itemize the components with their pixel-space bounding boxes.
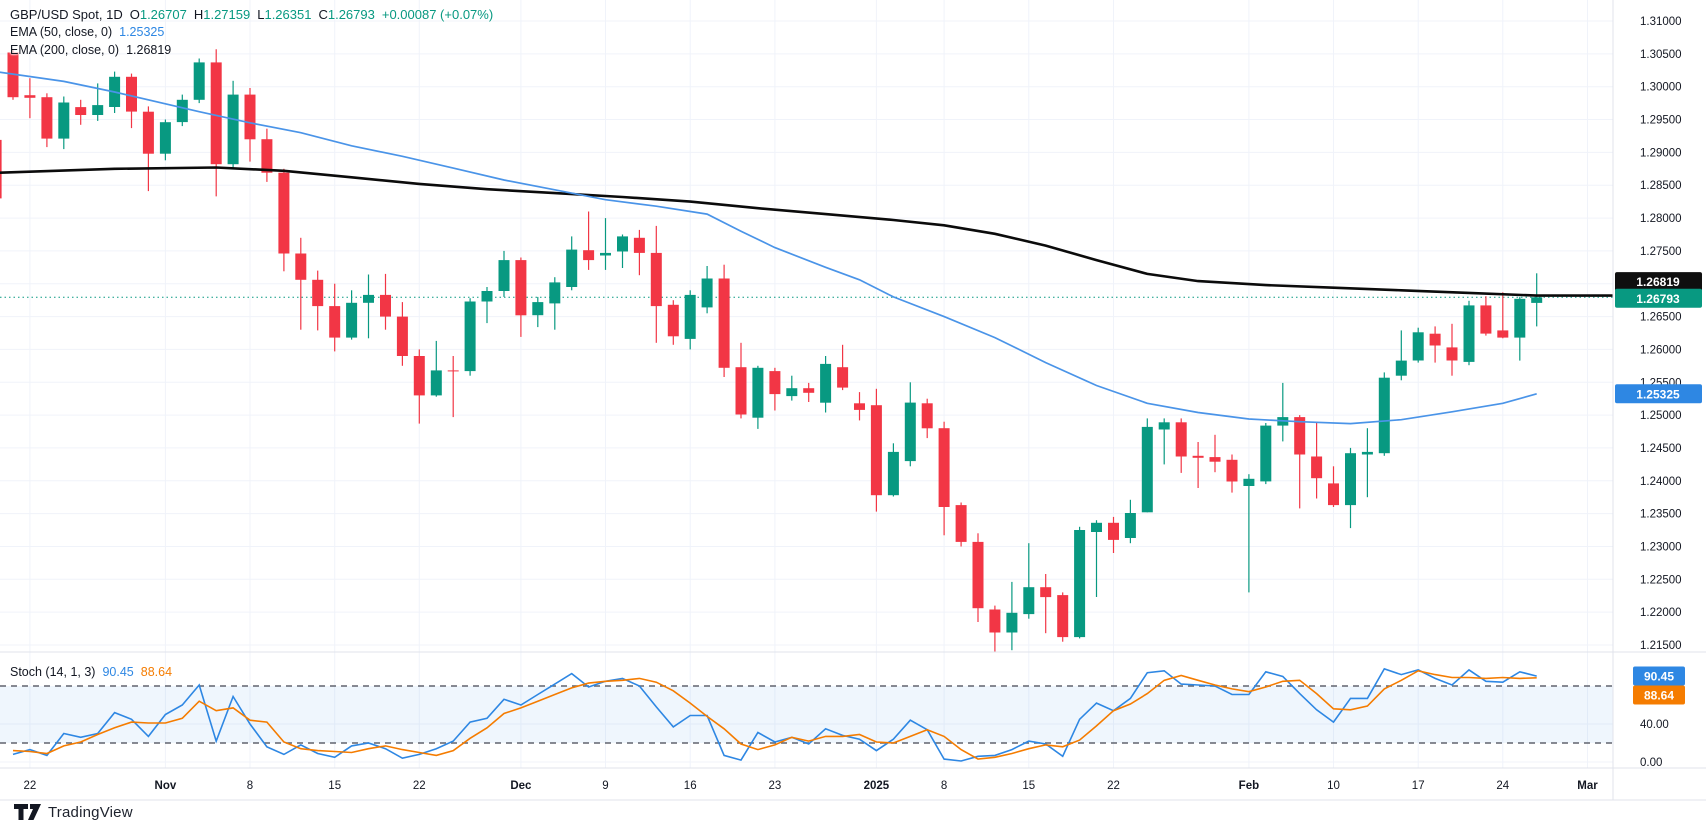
time-axis-label: 22 <box>413 780 426 792</box>
symbol-legend-row[interactable]: GBP/USD Spot, 1D O 1.26707 H 1.27159 L 1.26… <box>10 7 493 22</box>
ema200-line <box>0 166 1613 297</box>
tradingview-logo[interactable]: TradingView <box>14 803 133 821</box>
price-axis-label: 1.22500 <box>1640 574 1682 586</box>
price-axis-label: 1.23000 <box>1640 542 1682 554</box>
price-axis-label: 1.26000 <box>1640 344 1682 356</box>
ema50-value: 1.25325 <box>119 25 165 39</box>
price-axis-label: 1.31000 <box>1640 16 1682 28</box>
ema50-line <box>0 71 1537 425</box>
stoch-d-value: 88.64 <box>140 665 173 679</box>
ohlc-low-label: L <box>257 7 265 22</box>
stoch-label[interactable]: Stoch (14, 1, 3) <box>10 665 96 679</box>
time-axis-label: 16 <box>684 780 697 792</box>
stoch-axis-label: 0.00 <box>1640 757 1662 769</box>
time-axis-label: 22 <box>24 780 37 792</box>
price-badge: 1.25325 <box>1636 387 1680 401</box>
ema200-legend-row[interactable]: EMA (200, close, 0) 1.26819 <box>10 43 171 57</box>
ema200-label[interactable]: EMA (200, close, 0) <box>10 43 120 57</box>
price-axis-label: 1.29500 <box>1640 115 1682 127</box>
stoch-lines <box>12 667 1537 762</box>
time-axis-label: Nov <box>155 780 177 792</box>
price-axis-label: 1.30500 <box>1640 49 1682 61</box>
price-badge: 1.26793 <box>1636 292 1680 306</box>
symbol-title[interactable]: GBP/USD Spot, 1D <box>10 7 123 22</box>
time-axis-label: 15 <box>1022 780 1035 792</box>
stoch-legend-row[interactable]: Stoch (14, 1, 3) 90.45 88.64 <box>10 665 172 679</box>
price-axis-label: 1.29000 <box>1640 147 1682 159</box>
time-axis-label: 10 <box>1327 780 1340 792</box>
tradingview-logo-text: TradingView <box>48 803 133 821</box>
time-axis-label: 24 <box>1496 780 1509 792</box>
price-axis-label: 1.28000 <box>1640 213 1682 225</box>
stoch-badge: 90.45 <box>1644 670 1674 684</box>
price-badge: 1.26819 <box>1636 275 1680 289</box>
price-axis-label: 1.21500 <box>1640 640 1682 652</box>
price-axis-label: 1.28500 <box>1640 180 1682 192</box>
time-axis-label: 23 <box>769 780 782 792</box>
price-axis[interactable]: 1.31000 1.30500 1.30000 1.29500 1.29000 1.285… <box>1640 16 1682 769</box>
price-axis-label: 1.27500 <box>1640 246 1682 258</box>
grid-layer <box>0 0 1613 768</box>
time-axis[interactable]: 22 Nov 8 15 22 Dec 9 16 23 2025 8 15 22 Feb 10 17 24 Mar <box>24 780 1599 792</box>
time-axis-label: Dec <box>510 780 532 792</box>
ohlc-high-label: H <box>193 7 204 22</box>
stoch-band <box>0 685 1613 744</box>
axis-badges: 1.26819 1.26793 1.25325 90.45 88.64 <box>1615 272 1702 705</box>
time-axis-label: 8 <box>941 780 947 792</box>
ema200-value: 1.26819 <box>126 43 172 57</box>
change-value: +0.00087 (+0.07%) <box>381 7 494 22</box>
tradingview-logo-icon <box>14 804 41 820</box>
price-axis-label: 1.24000 <box>1640 476 1682 488</box>
time-axis-label: 2025 <box>864 780 890 792</box>
time-axis-label: Mar <box>1577 780 1598 792</box>
price-axis-label: 1.24500 <box>1640 443 1682 455</box>
ohlc-high-value: 1.27159 <box>203 7 251 22</box>
stoch-axis-label: 40.00 <box>1640 719 1669 731</box>
ema50-legend-row[interactable]: EMA (50, close, 0) 1.25325 <box>10 25 164 39</box>
price-axis-label: 1.23500 <box>1640 509 1682 521</box>
ema50-label[interactable]: EMA (50, close, 0) <box>10 25 113 39</box>
ohlc-low-value: 1.26351 <box>264 7 312 22</box>
time-axis-label: Feb <box>1239 780 1259 792</box>
ohlc-open-value: 1.26707 <box>139 7 187 22</box>
time-axis-label: 8 <box>247 780 253 792</box>
ohlc-close-label: C <box>318 7 328 22</box>
candles-layer <box>0 49 1543 652</box>
price-axis-label: 1.22000 <box>1640 607 1682 619</box>
pane-borders <box>0 0 1706 801</box>
price-axis-label: 1.25000 <box>1640 410 1682 422</box>
price-axis-label: 1.26500 <box>1640 312 1682 324</box>
stoch-k-value: 90.45 <box>102 665 134 679</box>
stoch-badge: 88.64 <box>1644 689 1674 703</box>
time-axis-label: 15 <box>328 780 341 792</box>
time-axis-label: 17 <box>1412 780 1425 792</box>
time-axis-label: 22 <box>1107 780 1120 792</box>
ohlc-open-label: O <box>129 7 140 22</box>
price-axis-label: 1.30000 <box>1640 82 1682 94</box>
time-axis-label: 9 <box>602 780 608 792</box>
ohlc-close-value: 1.26793 <box>327 7 375 22</box>
